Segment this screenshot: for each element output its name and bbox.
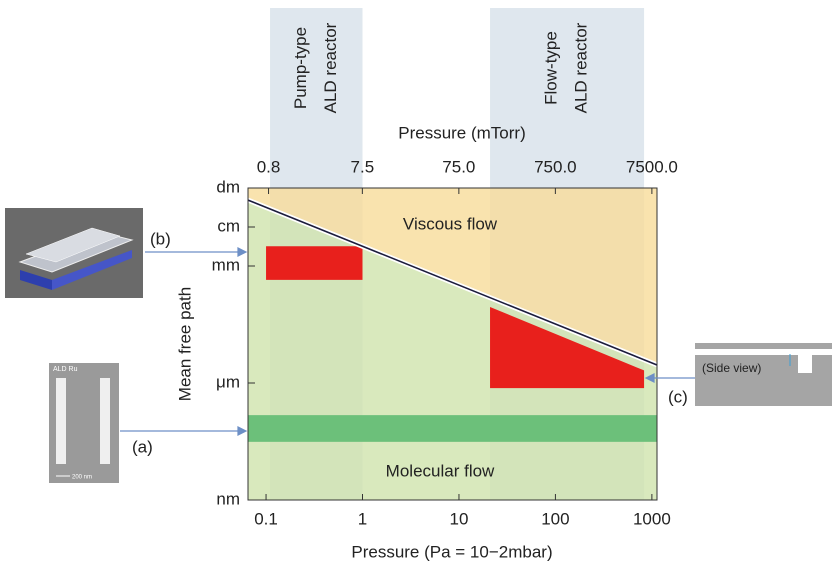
x-tick-label: 0.1: [254, 509, 278, 528]
region-label: Viscous flow: [403, 214, 498, 233]
y-axis-title: Mean free path: [175, 287, 194, 401]
y-tick-label: mm: [212, 255, 240, 274]
plot-layer: [247, 188, 658, 501]
region-label: Molecular flow: [386, 461, 495, 480]
inset-shape: [56, 378, 66, 464]
inset-shape: [52, 250, 132, 290]
plot-frame: [247, 187, 658, 501]
inset-label: (b): [150, 229, 171, 248]
x-tick-label: 100: [541, 509, 569, 528]
inset-caption: (Side view): [702, 361, 761, 375]
x-tick-label: 1: [358, 509, 367, 528]
boundary-line: [247, 199, 658, 366]
x-tick-label: 1000: [633, 509, 671, 528]
x2-tick-label: 750.0: [534, 157, 577, 176]
reactor-label: Pump-type: [291, 27, 310, 109]
arrows: [120, 247, 695, 436]
inset-shape: [20, 270, 52, 290]
viscous-region: [248, 188, 657, 365]
highlight: [266, 246, 363, 280]
inset-caption: ALD Ru: [53, 366, 78, 373]
inset-caption: 200 nm: [72, 475, 92, 481]
inset-shape: [798, 355, 812, 373]
inset-shape: [100, 378, 110, 464]
x2-tick-label: 75.0: [442, 157, 475, 176]
x2-tick-label: 7500.0: [626, 157, 678, 176]
green-band: [248, 415, 657, 442]
inset-label: (a): [132, 437, 153, 456]
inset-label: (c): [668, 387, 688, 406]
reactor-label: Flow-type: [542, 31, 561, 105]
x-tick-label: 10: [450, 509, 469, 528]
inset-shape: [695, 349, 832, 355]
x2-tick-label: 7.5: [351, 157, 375, 176]
reactor-label: ALD reactor: [321, 22, 340, 113]
highlight: [490, 306, 645, 389]
y-tick-label: dm: [216, 177, 240, 196]
inset-c: (Side view): [695, 343, 832, 406]
reactor-label: ALD reactor: [572, 22, 591, 113]
x-axis-title: Pressure (Pa = 10−2mbar): [351, 542, 552, 561]
inset-b: [5, 208, 143, 298]
x2-tick-label: 0.8: [257, 157, 281, 176]
y-tick-label: nm: [216, 489, 240, 508]
arrow-head: [237, 426, 248, 436]
arrow-head: [237, 247, 248, 257]
y-tick-label: μm: [216, 372, 240, 391]
inset-shape: [25, 227, 121, 263]
inset-a: ALD Ru 200 nm: [49, 363, 119, 483]
y-tick-label: cm: [217, 216, 240, 235]
x2-axis-title: Pressure (mTorr): [398, 123, 526, 142]
arrow-head: [644, 373, 655, 383]
